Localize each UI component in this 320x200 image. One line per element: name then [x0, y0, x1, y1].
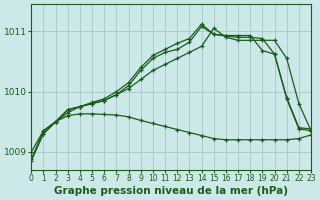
X-axis label: Graphe pression niveau de la mer (hPa): Graphe pression niveau de la mer (hPa) [54, 186, 288, 196]
